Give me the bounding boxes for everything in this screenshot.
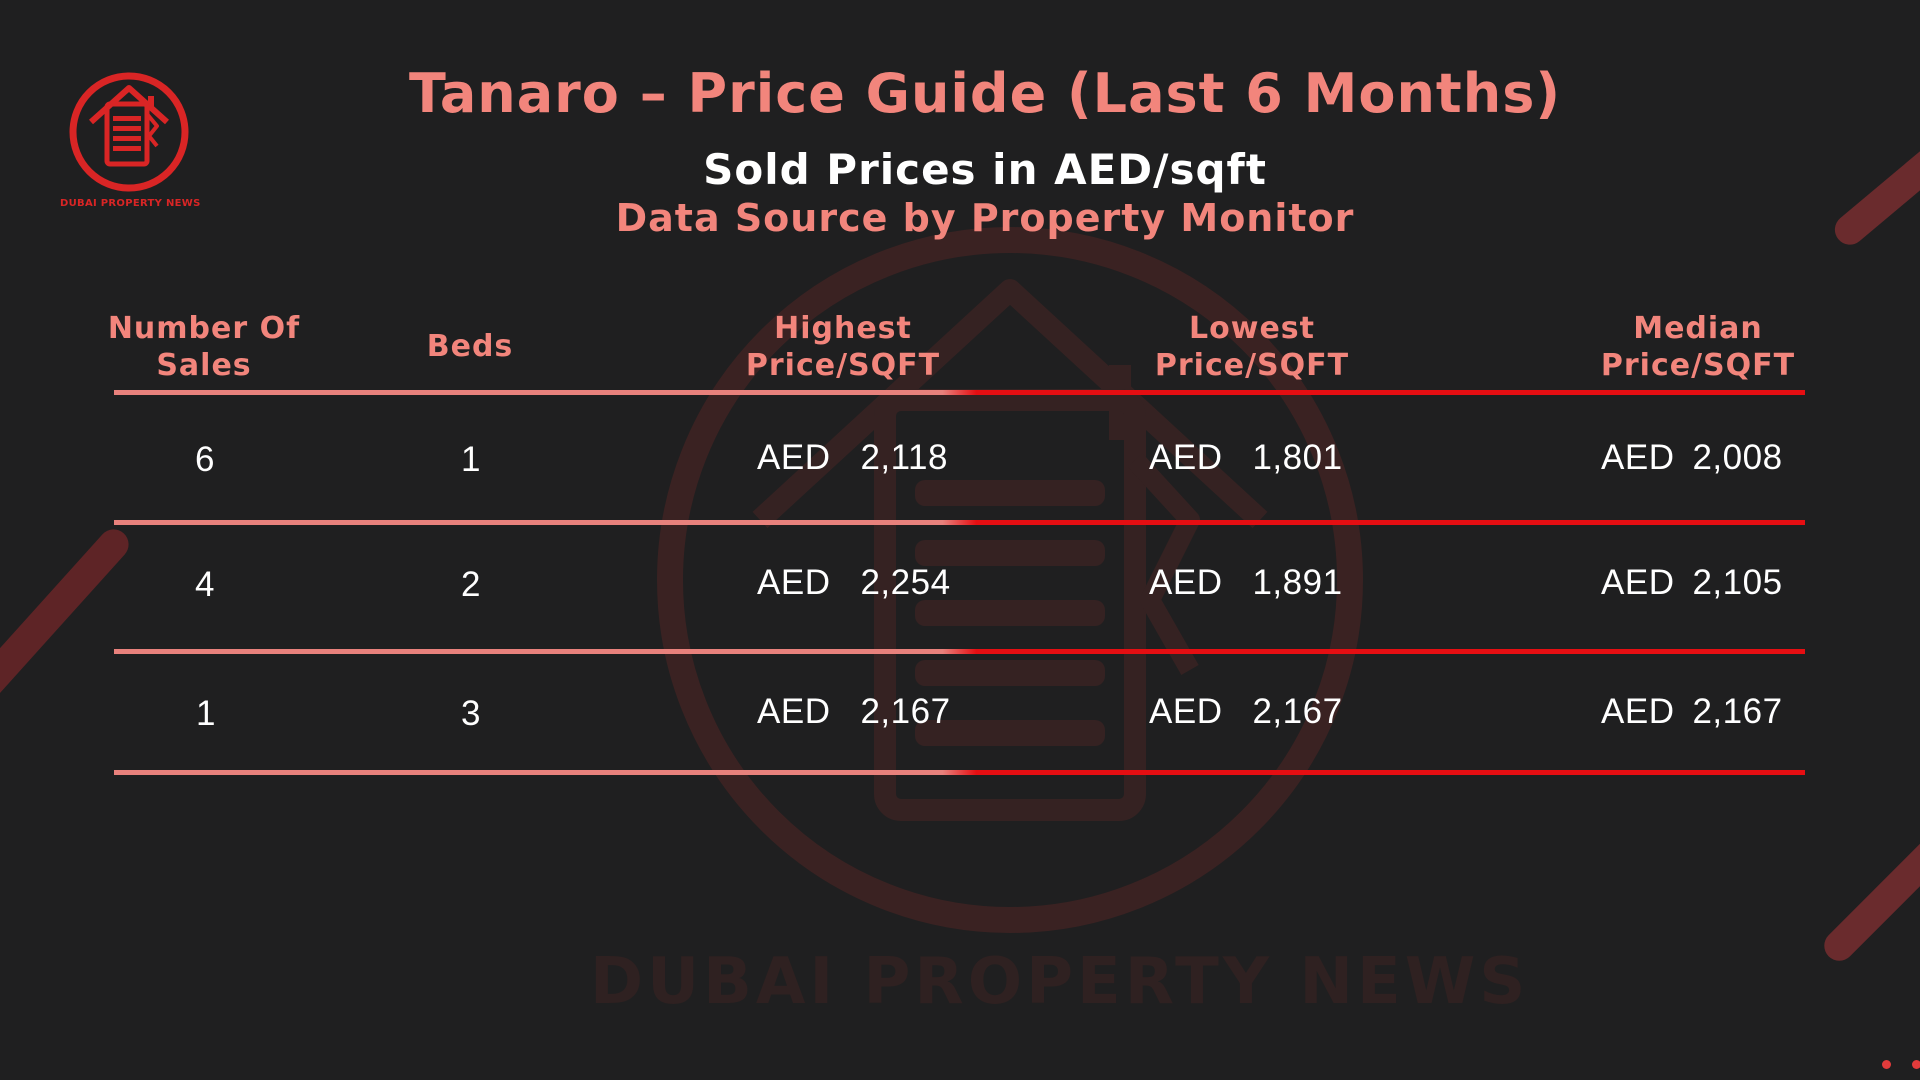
- page-title: Tanaro – Price Guide (Last 6 Months): [408, 62, 1562, 125]
- currency-label: AED: [757, 563, 831, 602]
- currency-label: AED: [1149, 563, 1223, 602]
- watermark-text: DUBAI PROPERTY NEWS: [590, 945, 1530, 1019]
- cell-sales: 1: [196, 694, 216, 733]
- cell-median: AED 2,008: [1601, 438, 1783, 478]
- cell-beds: 3: [461, 694, 481, 733]
- house-document-logo-icon: [69, 72, 189, 192]
- currency-label: AED: [757, 692, 831, 731]
- cell-sales: 4: [195, 565, 215, 604]
- data-source-note: Data Source by Property Monitor: [615, 196, 1355, 240]
- highest-value: 2,118: [860, 438, 948, 477]
- currency-label: AED: [1601, 563, 1675, 602]
- cell-highest: AED 2,167: [757, 692, 951, 732]
- row-divider: [114, 390, 1805, 395]
- cell-median: AED 2,167: [1601, 692, 1783, 732]
- cell-lowest: AED 1,801: [1149, 438, 1343, 478]
- currency-label: AED: [1601, 438, 1675, 477]
- median-value: 2,105: [1692, 563, 1783, 602]
- highest-value: 2,167: [860, 692, 951, 731]
- currency-label: AED: [1149, 692, 1223, 731]
- dot: [1882, 1060, 1891, 1069]
- column-header-highest: Highest Price/SQFT: [745, 311, 941, 383]
- cell-highest: AED 2,118: [757, 438, 948, 478]
- column-header-median: Median Price/SQFT: [1600, 311, 1796, 383]
- page-subtitle: Sold Prices in AED/sqft: [703, 145, 1267, 194]
- cell-beds: 2: [461, 565, 481, 604]
- row-divider: [114, 770, 1805, 775]
- dot: [1912, 1060, 1920, 1069]
- row-divider: [114, 649, 1805, 654]
- column-header-lowest: Lowest Price/SQFT: [1154, 311, 1350, 383]
- column-header-beds: Beds: [426, 329, 514, 364]
- logo-text: DUBAI PROPERTY NEWS: [60, 198, 201, 209]
- column-header-sales: Number Of Sales: [107, 311, 301, 383]
- cell-median: AED 2,105: [1601, 563, 1783, 603]
- house-document-watermark-icon: [657, 227, 1363, 933]
- brand-logo: DUBAI PROPERTY NEWS: [60, 70, 200, 209]
- median-value: 2,167: [1692, 692, 1783, 731]
- cell-highest: AED 2,254: [757, 563, 951, 603]
- median-value: 2,008: [1692, 438, 1783, 477]
- cell-sales: 6: [195, 440, 215, 479]
- lowest-value: 2,167: [1252, 692, 1343, 731]
- currency-label: AED: [757, 438, 831, 477]
- row-divider: [114, 520, 1805, 525]
- lowest-value: 1,891: [1252, 563, 1343, 602]
- cell-lowest: AED 2,167: [1149, 692, 1343, 732]
- highest-value: 2,254: [860, 563, 951, 602]
- lowest-value: 1,801: [1252, 438, 1343, 477]
- cell-lowest: AED 1,891: [1149, 563, 1343, 603]
- currency-label: AED: [1601, 692, 1675, 731]
- cell-beds: 1: [461, 440, 481, 479]
- currency-label: AED: [1149, 438, 1223, 477]
